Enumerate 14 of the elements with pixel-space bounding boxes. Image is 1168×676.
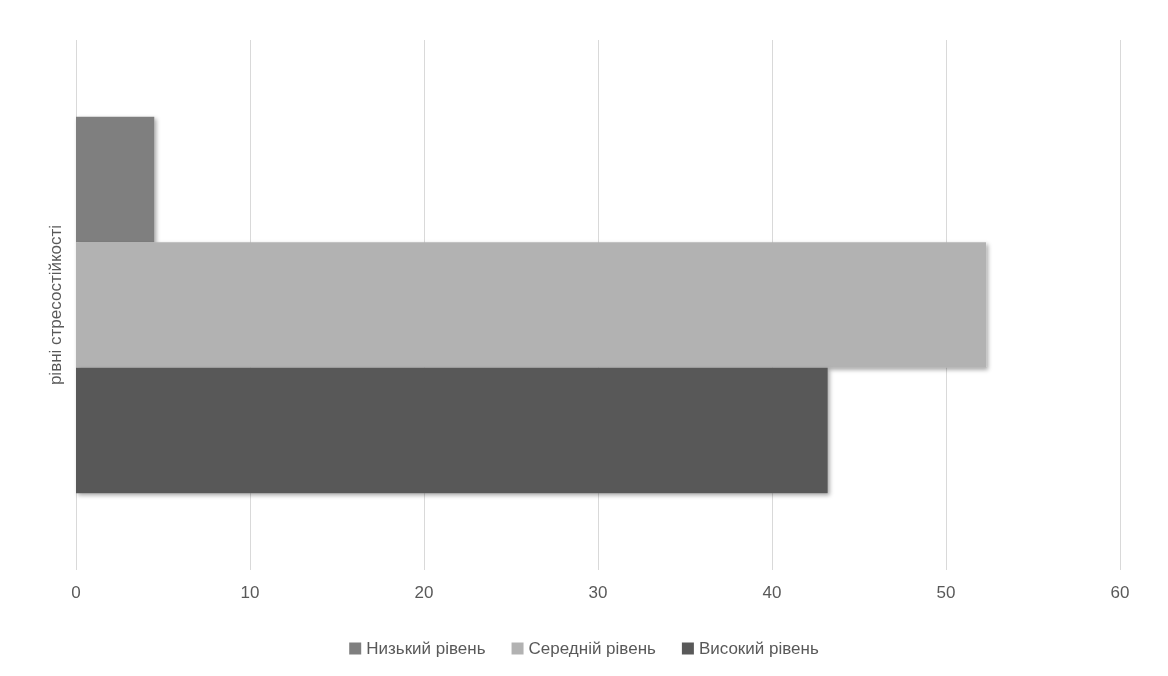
bar bbox=[76, 367, 828, 494]
legend-label: Високий рівень bbox=[698, 639, 819, 658]
x-tick-label: 40 bbox=[762, 583, 782, 602]
legend-label: Низький рівень bbox=[366, 639, 486, 658]
x-tick-label: 20 bbox=[414, 583, 434, 602]
x-tick-label: 0 bbox=[71, 583, 81, 602]
x-tick-label: 30 bbox=[588, 583, 608, 602]
legend-label: Середній рівень bbox=[528, 639, 657, 658]
x-tick-label: 50 bbox=[936, 583, 956, 602]
x-tick-label: 60 bbox=[1110, 583, 1130, 602]
y-tick-label: рівні стресостійкості bbox=[46, 224, 65, 386]
bar bbox=[76, 242, 987, 368]
x-tick-label: 10 bbox=[240, 583, 260, 602]
bar bbox=[76, 116, 155, 243]
